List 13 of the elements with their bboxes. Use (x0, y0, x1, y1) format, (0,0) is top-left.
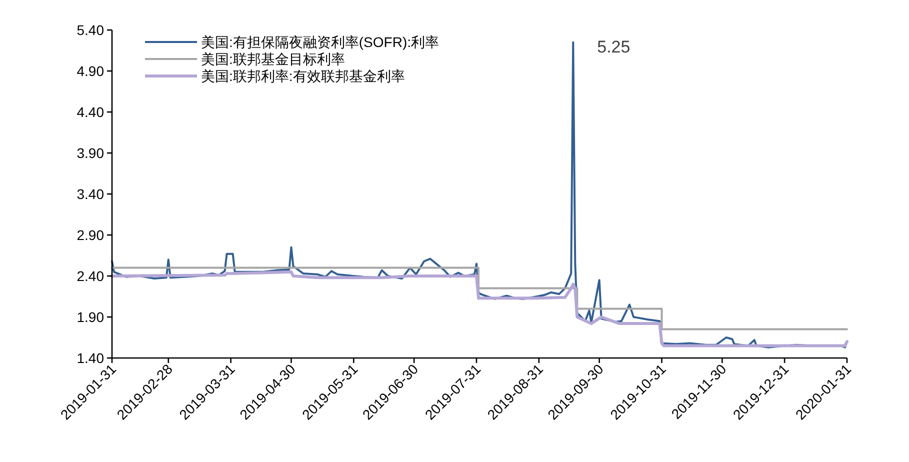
legend-label: 美国:有担保隔夜融资利率(SOFR):利率 (201, 34, 439, 50)
legend-label: 美国:联邦基金目标利率 (201, 51, 345, 67)
y-tick-label: 5.40 (76, 22, 104, 38)
y-tick-label: 4.90 (76, 63, 104, 79)
y-tick-label: 2.40 (76, 268, 104, 284)
y-tick-label: 4.40 (76, 104, 104, 120)
y-tick-label: 3.90 (76, 145, 104, 161)
y-tick-label: 3.40 (76, 186, 104, 202)
annotation: 5.25 (597, 37, 630, 56)
y-tick-label: 1.90 (76, 309, 104, 325)
y-tick-label: 1.40 (76, 350, 104, 366)
legend-label: 美国:联邦利率:有效联邦基金利率 (201, 68, 405, 84)
y-tick-label: 2.90 (76, 227, 104, 243)
